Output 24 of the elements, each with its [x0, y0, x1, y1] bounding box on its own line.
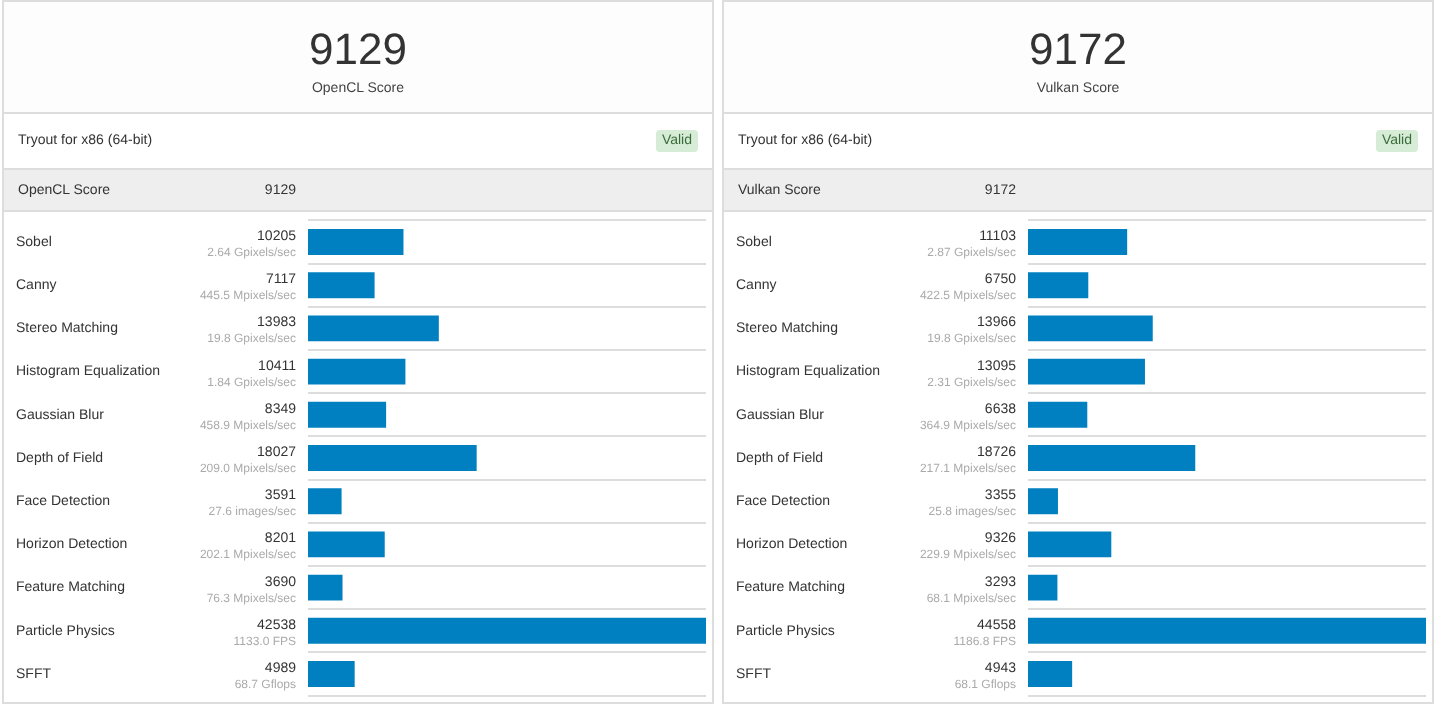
bar [1028, 401, 1088, 428]
bar [1028, 315, 1153, 342]
bar [308, 358, 406, 385]
bar [308, 229, 404, 255]
bar [308, 531, 385, 558]
bar [1028, 574, 1058, 601]
bar [1028, 617, 1426, 644]
bar [1028, 488, 1058, 515]
bar [308, 617, 706, 644]
text: 9129 [307, 22, 409, 74]
text: 9172 [1027, 22, 1129, 74]
bar [1028, 272, 1089, 299]
bar [308, 401, 387, 428]
bar [1028, 661, 1073, 687]
bar [1028, 531, 1112, 558]
bar [308, 272, 375, 299]
bar [308, 315, 439, 342]
bar [308, 661, 355, 687]
bar [308, 488, 342, 515]
bar [308, 574, 343, 601]
bar [1028, 445, 1196, 471]
bar [308, 445, 477, 471]
bar [1028, 229, 1128, 255]
bar [1028, 358, 1145, 385]
